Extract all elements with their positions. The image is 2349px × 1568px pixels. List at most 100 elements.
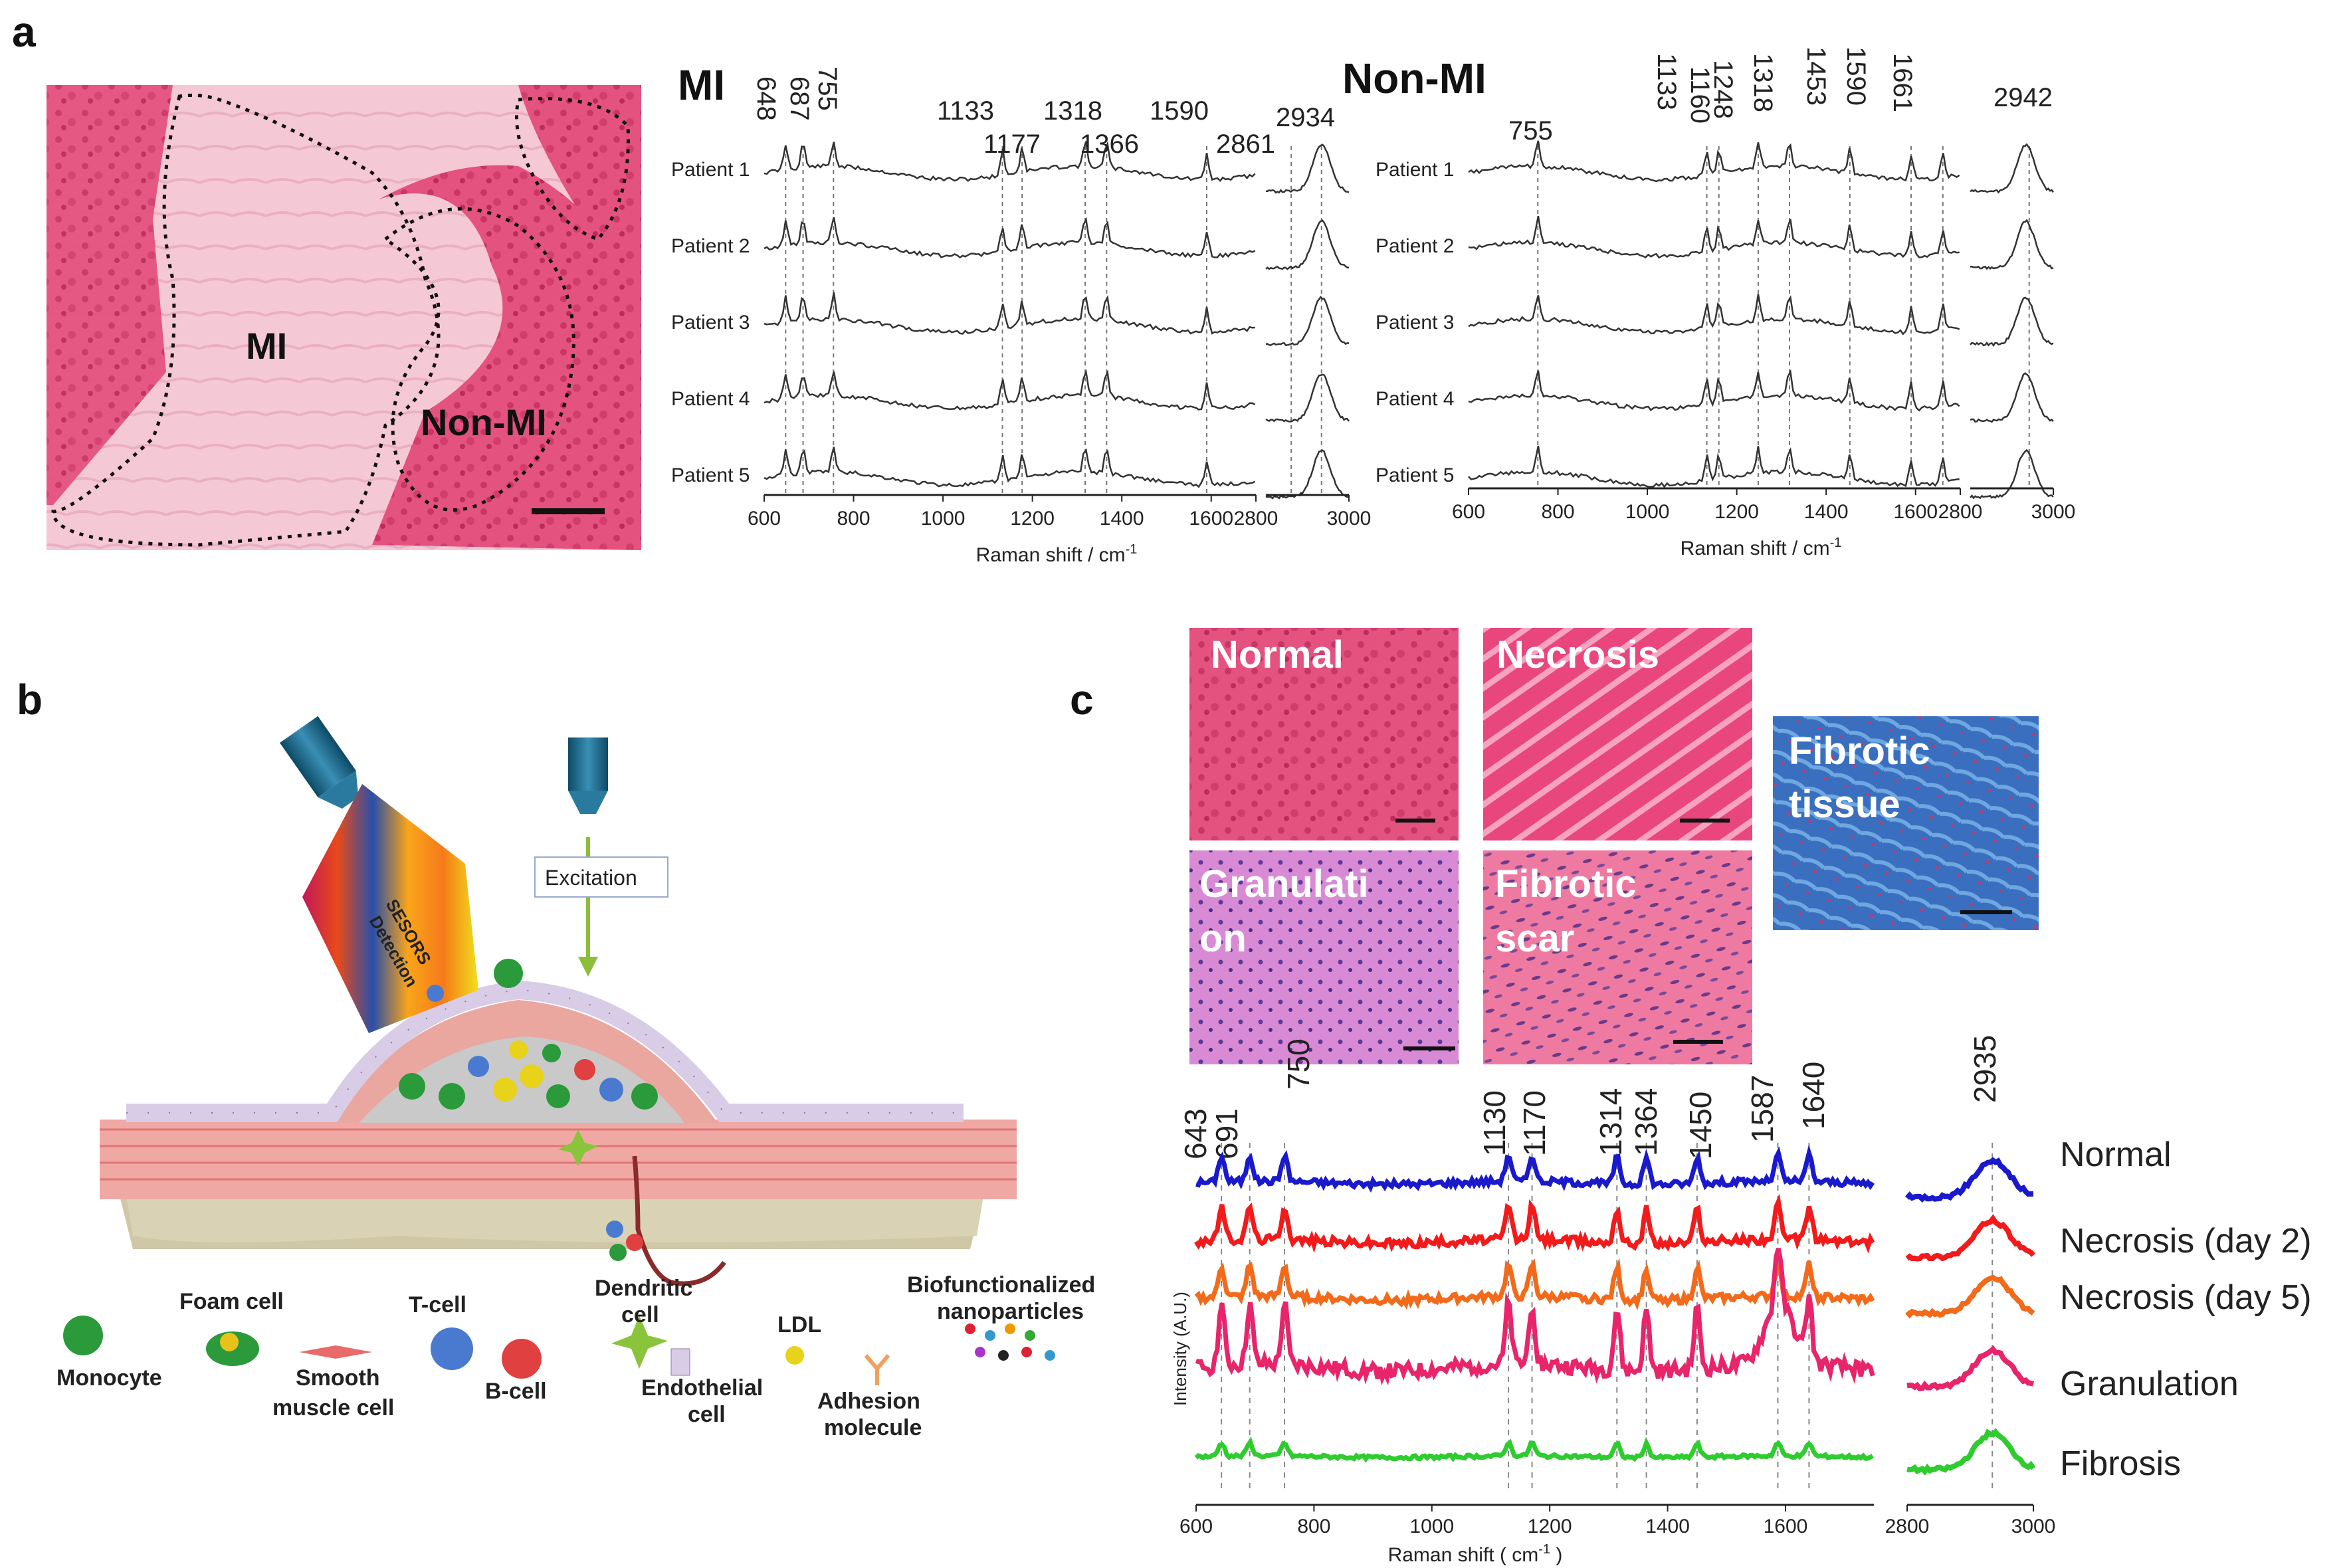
mi-patient-label: Patient 1 bbox=[671, 159, 750, 181]
nonmi-patient-label: Patient 5 bbox=[1376, 464, 1454, 486]
c-series-label: Normal bbox=[2060, 1135, 2172, 1174]
legend-adhesion-2: molecule bbox=[824, 1415, 922, 1440]
c-x-label-end: ) bbox=[1550, 1544, 1562, 1566]
smooth-muscle-icon bbox=[299, 1345, 372, 1359]
c-tick-label: 600 bbox=[1179, 1516, 1213, 1537]
nonmi-spectrum-line bbox=[1970, 373, 2053, 422]
nonmi-peak-label: 2942 bbox=[1993, 83, 2053, 112]
histology-label-nonmi: Non-MI bbox=[421, 401, 547, 443]
legend-smooth-1: Smooth bbox=[296, 1365, 380, 1391]
mi-spectrum-line bbox=[1266, 450, 1349, 498]
mi-spectrum-line bbox=[764, 372, 1255, 410]
c-peak-label: 1364 bbox=[1629, 1088, 1663, 1156]
legend-bio-2: nanoparticles bbox=[937, 1299, 1084, 1324]
legend-foam-cell: Foam cell bbox=[179, 1289, 284, 1314]
mi-x-label-sup: -1 bbox=[1126, 542, 1138, 557]
spectra-nonmi-title: Non-MI bbox=[1342, 54, 1486, 102]
mi-tick-label: 3000 bbox=[1327, 508, 1372, 530]
mi-peak-label: 2934 bbox=[1276, 103, 1335, 132]
excitation-label: Excitation bbox=[545, 866, 637, 890]
c-tick-label: 1400 bbox=[1645, 1516, 1690, 1537]
spectra-c-chart: 6436917501130 1170 1314 1364 1450 1587 1640 293… bbox=[1170, 1035, 2312, 1566]
c-tick-label: 3000 bbox=[2011, 1516, 2056, 1537]
mi-patient-label: Patient 3 bbox=[671, 312, 750, 334]
c-tick-label: 1200 bbox=[1528, 1516, 1572, 1537]
nonmi-x-label-sup: -1 bbox=[1830, 536, 1842, 550]
c-peak-label: 691 bbox=[1209, 1108, 1244, 1159]
c-spectrum-line bbox=[1907, 1219, 2033, 1258]
mi-spectrum-line bbox=[1266, 145, 1349, 193]
ldl-icon bbox=[785, 1346, 804, 1365]
nonmi-tick-label: 1600 bbox=[1893, 501, 1938, 523]
spectra-nonmi-chart: Patient 1Patient 2Patient 3Patient 4Pati… bbox=[1376, 47, 2075, 559]
nonmi-tick-label: 1000 bbox=[1625, 501, 1670, 523]
c-spectrum-line bbox=[1907, 1161, 2033, 1199]
c-peak-label: 1314 bbox=[1593, 1088, 1628, 1156]
mi-peak-label: 687 bbox=[785, 76, 814, 121]
nonmi-tick-label: 600 bbox=[1452, 501, 1485, 523]
legend-endothelial-2: cell bbox=[688, 1402, 726, 1427]
legend-monocyte: Monocyte bbox=[56, 1365, 162, 1391]
mi-spectrum-line bbox=[764, 217, 1255, 258]
mi-peak-label: 1590 bbox=[1150, 96, 1209, 126]
adhesion-molecule-icon bbox=[866, 1355, 888, 1385]
c-peak-label: 2935 bbox=[1968, 1035, 2002, 1103]
tile-label-normal: Normal bbox=[1211, 633, 1344, 676]
legend-bcell: B-cell bbox=[485, 1379, 547, 1404]
nonmi-spectrum-line bbox=[1970, 221, 2053, 269]
endothelial-cell-icon bbox=[671, 1349, 690, 1375]
nonmi-spectrum-line bbox=[1469, 294, 1960, 334]
panel-label-a: a bbox=[12, 8, 36, 56]
c-series-label: Fibrosis bbox=[2060, 1444, 2181, 1483]
nonmi-spectrum-line bbox=[1469, 371, 1960, 411]
c-peak-label: 643 bbox=[1178, 1108, 1213, 1159]
c-peak-label: 1450 bbox=[1683, 1092, 1718, 1159]
nonmi-spectrum-line bbox=[1469, 216, 1960, 258]
legend-dendritic-2: cell bbox=[621, 1302, 659, 1327]
panel-label-b: b bbox=[17, 676, 43, 724]
nonmi-peak-label: 1133 bbox=[1652, 53, 1681, 110]
mi-peak-label: 1318 bbox=[1043, 96, 1102, 126]
tile-label-fibrotic-scar-1: Fibrotic bbox=[1495, 862, 1637, 906]
tile-label-granulation-2: on bbox=[1199, 917, 1247, 960]
legend-smooth-2: muscle cell bbox=[272, 1395, 394, 1421]
c-x-label-sup: -1 bbox=[1538, 1542, 1550, 1557]
nonmi-patient-label: Patient 4 bbox=[1376, 388, 1454, 410]
atherosclerosis-illustration bbox=[100, 716, 1017, 1284]
c-spectrum-line bbox=[1907, 1278, 2033, 1315]
t-cell-icon bbox=[431, 1327, 473, 1370]
mi-tick-label: 1000 bbox=[921, 508, 966, 530]
mi-tick-label: 1200 bbox=[1010, 508, 1055, 530]
nonmi-peak-label: 1661 bbox=[1888, 53, 1917, 112]
mi-peak-label: 1177 bbox=[983, 130, 1041, 159]
nonmi-tick-label: 3000 bbox=[2031, 501, 2076, 523]
c-spectrum-line bbox=[1907, 1432, 2033, 1471]
mi-spectrum-line bbox=[1266, 375, 1349, 422]
tile-label-granulation-1: Granulati bbox=[1199, 862, 1369, 906]
spectra-mi-chart: Patient 1 Patient 2 Patient 3 Patient 4 Pati… bbox=[671, 66, 1371, 566]
nonmi-peak-label: 1248 bbox=[1708, 60, 1738, 119]
nonmi-x-label: Raman shift / cm-1 bbox=[1681, 536, 1842, 559]
mi-peak-label: 1366 bbox=[1080, 130, 1139, 159]
mi-patient-label: Patient 4 bbox=[671, 388, 750, 410]
legend-dendritic-1: Dendritic bbox=[595, 1276, 692, 1301]
nonmi-peak-label: 1318 bbox=[1748, 53, 1778, 112]
c-tick-label: 1600 bbox=[1764, 1516, 1808, 1537]
mi-spectrum-line bbox=[1266, 297, 1349, 345]
c-spectrum-line bbox=[1907, 1349, 2033, 1389]
monocyte-icon bbox=[63, 1316, 103, 1355]
histology-image-mi bbox=[47, 85, 641, 550]
mi-patient-label: Patient 2 bbox=[671, 235, 750, 257]
mi-patient-label: Patient 5 bbox=[671, 464, 750, 486]
c-peak-label: 1170 bbox=[1517, 1090, 1552, 1156]
c-tick-label: 2800 bbox=[1885, 1516, 1930, 1537]
nonmi-tick-label: 1200 bbox=[1714, 501, 1759, 523]
c-tick-label: 1000 bbox=[1409, 1516, 1454, 1537]
c-spectrum-line bbox=[1196, 1153, 1873, 1187]
legend-bio-1: Biofunctionalized bbox=[907, 1272, 1095, 1298]
nonmi-peak-label: 1590 bbox=[1841, 47, 1871, 106]
mi-spectrum-line bbox=[764, 447, 1255, 487]
c-y-label: Intensity (A.U.) bbox=[1170, 1292, 1190, 1406]
mi-peak-label: 1133 bbox=[937, 96, 994, 126]
c-series-label: Granulation bbox=[2060, 1365, 2239, 1403]
